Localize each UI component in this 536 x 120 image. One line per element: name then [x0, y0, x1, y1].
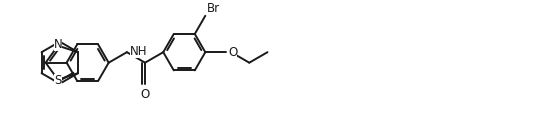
Text: O: O — [140, 87, 150, 101]
Text: NH: NH — [130, 45, 147, 58]
Text: S: S — [54, 74, 62, 87]
Text: N: N — [54, 38, 62, 51]
Text: Br: Br — [207, 2, 220, 15]
Text: O: O — [228, 46, 237, 59]
